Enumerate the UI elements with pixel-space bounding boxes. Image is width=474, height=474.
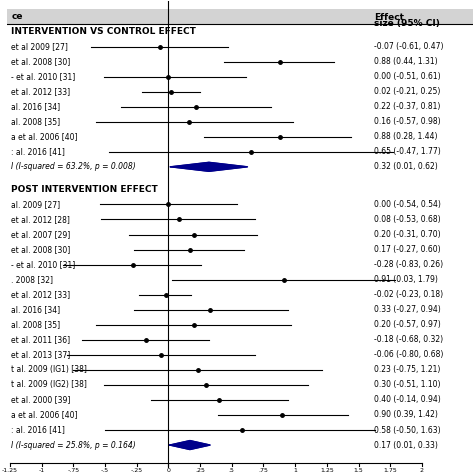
Text: .75: .75 [258,468,268,473]
Text: 2: 2 [420,468,424,473]
Text: 0.17 (0.01, 0.33): 0.17 (0.01, 0.33) [374,440,438,449]
Text: -.75: -.75 [67,468,79,473]
Text: ce: ce [11,12,23,21]
Text: 0.33 (-0.27, 0.94): 0.33 (-0.27, 0.94) [374,305,440,314]
Text: et al. 2011 [36]: et al. 2011 [36] [11,335,70,344]
Text: 1.5: 1.5 [354,468,364,473]
Text: POST INTERVENTION EFFECT: POST INTERVENTION EFFECT [11,185,158,194]
Text: al. 2009 [27]: al. 2009 [27] [11,200,60,209]
Text: 0.65 (-0.47, 1.77): 0.65 (-0.47, 1.77) [374,147,440,156]
Text: 0.16 (-0.57, 0.98): 0.16 (-0.57, 0.98) [374,117,440,126]
Text: . 2008 [32]: . 2008 [32] [11,275,53,284]
Text: 0.40 (-0.14, 0.94): 0.40 (-0.14, 0.94) [374,395,440,404]
Text: 0.17 (-0.27, 0.60): 0.17 (-0.27, 0.60) [374,245,440,254]
Text: 0.88 (0.44, 1.31): 0.88 (0.44, 1.31) [374,57,438,66]
Text: INTERVENTION VS CONTROL EFFECT: INTERVENTION VS CONTROL EFFECT [11,27,196,36]
Text: 0.20 (-0.31, 0.70): 0.20 (-0.31, 0.70) [374,230,440,239]
Text: a et al. 2006 [40]: a et al. 2006 [40] [11,410,78,419]
Text: 0.00 (-0.51, 0.61): 0.00 (-0.51, 0.61) [374,72,440,81]
Text: 0.08 (-0.53, 0.68): 0.08 (-0.53, 0.68) [374,215,440,224]
Text: -.5: -.5 [101,468,109,473]
Text: -1.25: -1.25 [2,468,18,473]
Text: 0.90 (0.39, 1.42): 0.90 (0.39, 1.42) [374,410,438,419]
Text: .25: .25 [195,468,205,473]
Text: 1.25: 1.25 [320,468,334,473]
Text: - et al. 2010 [31]: - et al. 2010 [31] [11,260,75,269]
Text: et al. 2008 [30]: et al. 2008 [30] [11,245,71,254]
Polygon shape [170,440,210,449]
Text: .5: .5 [229,468,235,473]
Text: 0.00 (-0.54, 0.54): 0.00 (-0.54, 0.54) [374,200,441,209]
Text: al. 2008 [35]: al. 2008 [35] [11,117,60,126]
Text: -0.06 (-0.80, 0.68): -0.06 (-0.80, 0.68) [374,350,443,359]
Text: 1.75: 1.75 [383,468,397,473]
Text: -0.18 (-0.68, 0.32): -0.18 (-0.68, 0.32) [374,335,443,344]
Text: et al. 2012 [33]: et al. 2012 [33] [11,87,70,96]
Text: 0.32 (0.01, 0.62): 0.32 (0.01, 0.62) [374,162,438,171]
Text: et al. 2012 [28]: et al. 2012 [28] [11,215,70,224]
Text: -0.02 (-0.23, 0.18): -0.02 (-0.23, 0.18) [374,290,443,299]
Text: 0.22 (-0.37, 0.81): 0.22 (-0.37, 0.81) [374,102,440,111]
Text: 0.91 (0.03, 1.79): 0.91 (0.03, 1.79) [374,275,438,284]
Text: 0.30 (-0.51, 1.10): 0.30 (-0.51, 1.10) [374,381,440,390]
Text: : al. 2016 [41]: : al. 2016 [41] [11,426,65,435]
Text: 0.20 (-0.57, 0.97): 0.20 (-0.57, 0.97) [374,320,440,329]
Text: : al. 2016 [41]: : al. 2016 [41] [11,147,65,156]
Text: -.25: -.25 [131,468,143,473]
Text: a et al. 2006 [40]: a et al. 2006 [40] [11,132,78,141]
Text: I (I-squared = 25.8%, p = 0.164): I (I-squared = 25.8%, p = 0.164) [11,440,136,449]
Text: 1: 1 [293,468,297,473]
Text: t al. 2009 (IG2) [38]: t al. 2009 (IG2) [38] [11,381,87,390]
Text: -0.28 (-0.83, 0.26): -0.28 (-0.83, 0.26) [374,260,443,269]
Text: et al 2009 [27]: et al 2009 [27] [11,42,68,51]
Text: 0.02 (-0.21, 0.25): 0.02 (-0.21, 0.25) [374,87,440,96]
Text: et al. 2000 [39]: et al. 2000 [39] [11,395,71,404]
Text: t al. 2009 (IG1) [38]: t al. 2009 (IG1) [38] [11,365,87,374]
Text: et al. 2007 [29]: et al. 2007 [29] [11,230,71,239]
Text: - et al. 2010 [31]: - et al. 2010 [31] [11,72,75,81]
Text: -1: -1 [38,468,45,473]
Text: 0: 0 [166,468,170,473]
Text: 0.58 (-0.50, 1.63): 0.58 (-0.50, 1.63) [374,426,440,435]
Text: et al. 2008 [30]: et al. 2008 [30] [11,57,71,66]
Text: al. 2016 [34]: al. 2016 [34] [11,102,60,111]
Text: -0.07 (-0.61, 0.47): -0.07 (-0.61, 0.47) [374,42,443,51]
Text: I (I-squared = 63.2%, p = 0.008): I (I-squared = 63.2%, p = 0.008) [11,162,136,171]
Bar [8,9,474,24]
Text: et al. 2012 [33]: et al. 2012 [33] [11,290,70,299]
Text: al. 2016 [34]: al. 2016 [34] [11,305,60,314]
Text: size (95% CI): size (95% CI) [374,18,439,27]
Text: al. 2008 [35]: al. 2008 [35] [11,320,60,329]
Text: Effect: Effect [374,13,404,22]
Text: et al. 2013 [37]: et al. 2013 [37] [11,350,71,359]
Text: 0.23 (-0.75, 1.21): 0.23 (-0.75, 1.21) [374,365,440,374]
Text: 0.88 (0.28, 1.44): 0.88 (0.28, 1.44) [374,132,437,141]
Polygon shape [170,162,247,171]
